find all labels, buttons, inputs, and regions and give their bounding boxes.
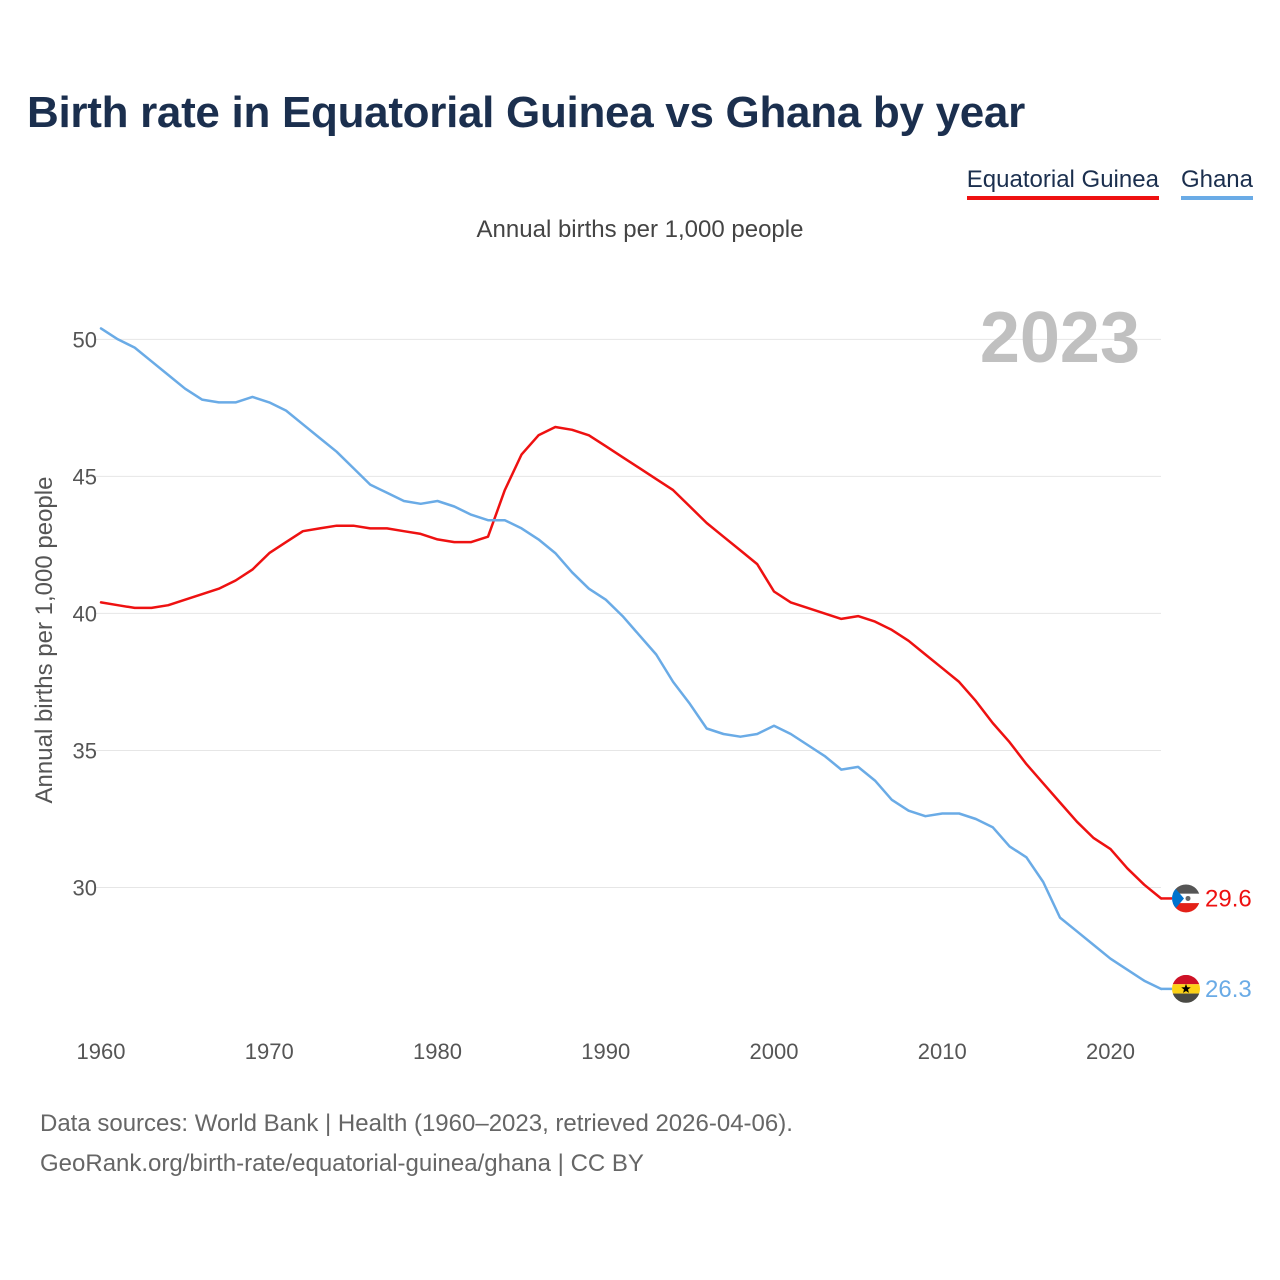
legend-item-ghana[interactable]: Ghana <box>1180 166 1253 200</box>
chart-subtitle: Annual births per 1,000 people <box>476 216 804 243</box>
flag-equatorial-guinea-icon <box>1172 884 1200 913</box>
chart-title: Birth rate in Equatorial Guinea vs Ghana… <box>27 88 1025 137</box>
x-tick-label: 2010 <box>918 1039 967 1064</box>
x-tick-label: 2020 <box>1086 1039 1135 1064</box>
footer-sources: Data sources: World Bank | Health (1960–… <box>40 1110 793 1137</box>
line-chart: 30 35 40 45 50 1960 1970 1980 1990 2000 2010 2020 2… <box>31 298 1252 1064</box>
end-value-label-ghana: 26.3 <box>1205 976 1252 1003</box>
x-tick-label: 1980 <box>413 1039 462 1064</box>
end-value-label-equatorial-guinea: 29.6 <box>1205 885 1252 912</box>
x-tick-label: 1970 <box>245 1039 294 1064</box>
series-line-ghana[interactable] <box>99 327 1163 991</box>
x-tick-label: 1960 <box>77 1039 126 1064</box>
y-tick-label: 35 <box>73 738 97 763</box>
flag-ghana-icon <box>1172 974 1200 1003</box>
y-tick-label: 40 <box>73 601 97 626</box>
legend: Equatorial Guinea Ghana <box>966 166 1253 200</box>
footer: Data sources: World Bank | Health (1960–… <box>40 1104 793 1184</box>
y-tick-label: 30 <box>73 875 97 900</box>
y-tick-label: 45 <box>73 464 97 489</box>
x-tick-label: 2000 <box>750 1039 799 1064</box>
series-line-equatorial-guinea[interactable] <box>99 425 1163 900</box>
y-axis-label: Annual births per 1,000 people <box>31 477 58 804</box>
year-watermark: 2023 <box>980 298 1140 378</box>
footer-link[interactable]: GeoRank.org/birth-rate/equatorial-guinea… <box>40 1150 644 1177</box>
x-tick-label: 1990 <box>581 1039 630 1064</box>
y-tick-label: 50 <box>73 327 97 352</box>
legend-item-equatorial-guinea[interactable]: Equatorial Guinea <box>966 166 1159 200</box>
